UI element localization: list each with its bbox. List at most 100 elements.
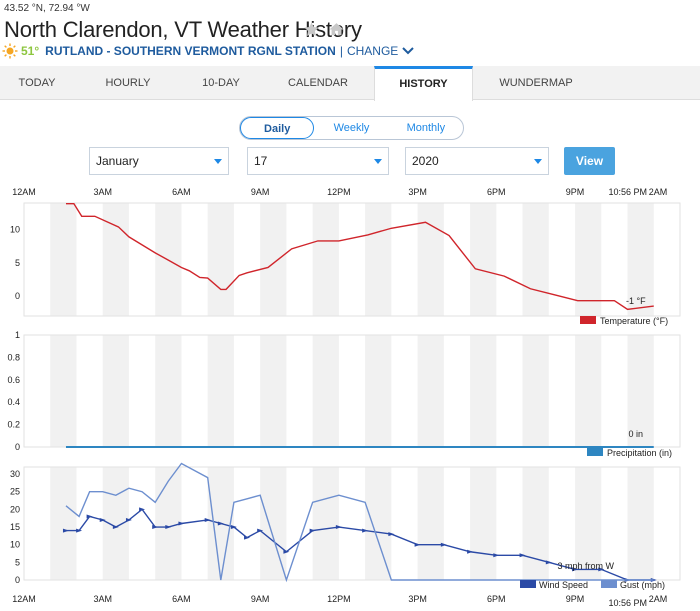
x-axis-bottom-label: 3AM	[93, 594, 112, 604]
y-axis-tick-label: 30	[10, 469, 20, 479]
chart-annotation: -1 °F	[626, 296, 646, 306]
x-axis-top-label: 12AM	[12, 187, 36, 197]
coordinates: 43.52 °N, 72.94 °W	[4, 3, 90, 14]
hour-band	[207, 203, 234, 316]
monthly-option[interactable]: Monthly	[406, 122, 446, 134]
month-caret-icon	[214, 159, 222, 164]
change-label: CHANGE	[346, 44, 399, 58]
page-title: North Clarendon, VT Weather History	[4, 17, 362, 42]
year-value: 2020	[412, 154, 439, 168]
y-axis-tick-label: 0	[15, 575, 20, 585]
wind-direction-marker	[309, 528, 316, 533]
chart-annotation: 3 mph from W	[557, 561, 614, 571]
wind-direction-marker	[86, 514, 93, 519]
weekly-option[interactable]: Weekly	[333, 122, 370, 134]
legend-label: Temperature (°F)	[600, 316, 668, 326]
tab-10-day[interactable]: 10-DAY	[202, 77, 240, 89]
x-axis-top-label: 9AM	[251, 187, 270, 197]
wind-direction-marker	[493, 553, 500, 558]
legend-swatch	[587, 448, 603, 456]
hour-band	[522, 335, 549, 447]
hour-band	[260, 335, 287, 447]
wind-direction-marker	[99, 517, 106, 522]
tab-wundermap[interactable]: WUNDERMAP	[499, 77, 573, 89]
year-caret-icon	[534, 159, 542, 164]
month-select[interactable]: January	[89, 147, 229, 175]
hour-band	[417, 203, 444, 316]
current-temperature: 51°	[21, 44, 40, 58]
x-axis-bottom-label: 2AM	[649, 594, 668, 604]
hour-band	[627, 203, 654, 316]
hour-band	[207, 335, 234, 447]
favorite-star-icon[interactable]	[303, 21, 320, 38]
hour-band	[365, 335, 392, 447]
hour-band	[575, 335, 602, 447]
tab-hourly[interactable]: HOURLY	[105, 77, 151, 89]
tab-calendar[interactable]: CALENDAR	[288, 77, 348, 89]
legend-label: Gust (mph)	[620, 580, 665, 590]
wind-direction-marker	[545, 560, 552, 565]
view-button[interactable]: View	[564, 147, 615, 175]
x-axis-top-label: 6AM	[172, 187, 191, 197]
x-axis-bottom-label: 9PM	[566, 594, 585, 604]
tab-today[interactable]: TODAY	[18, 77, 56, 89]
y-axis-tick-label: 5	[15, 557, 20, 567]
chevron-down-icon	[402, 47, 414, 55]
sun-icon	[2, 43, 18, 59]
hour-band	[155, 467, 182, 580]
hour-band	[50, 335, 77, 447]
wind-direction-marker	[362, 528, 369, 533]
change-station-link[interactable]: CHANGE	[347, 44, 414, 58]
wind-direction-marker	[125, 517, 132, 522]
hour-band	[575, 467, 602, 580]
legend-swatch	[601, 580, 617, 588]
day-value: 17	[254, 154, 268, 168]
hour-band	[365, 467, 392, 580]
wind-direction-marker	[76, 528, 83, 533]
day-caret-icon	[374, 159, 382, 164]
current-time-bottom-label: 10:56 PM	[608, 598, 647, 608]
wind-direction-marker	[217, 521, 224, 526]
hour-band	[312, 203, 339, 316]
x-axis-bottom-label: 6PM	[487, 594, 506, 604]
y-axis-tick-label: 0.6	[7, 375, 20, 385]
year-select[interactable]: 2020	[405, 147, 549, 175]
tab-history[interactable]: HISTORY	[374, 66, 473, 101]
hour-band	[365, 203, 392, 316]
hour-band	[312, 467, 339, 580]
hour-band	[417, 467, 444, 580]
period-toggle: Daily Weekly Monthly	[239, 116, 464, 140]
x-axis-bottom-label: 9AM	[251, 594, 270, 604]
wind-direction-marker	[414, 542, 421, 547]
wind-direction-marker	[335, 525, 342, 530]
wind-direction-marker	[165, 525, 172, 530]
hour-band	[260, 467, 287, 580]
x-axis-top-label: 6PM	[487, 187, 506, 197]
day-select[interactable]: 17	[247, 147, 389, 175]
panel-frame	[23, 466, 681, 581]
y-axis-tick-label: 15	[10, 522, 20, 532]
home-icon[interactable]	[328, 21, 345, 38]
daily-option[interactable]: Daily	[240, 117, 315, 139]
hour-band	[470, 467, 497, 580]
wind-direction-marker	[572, 567, 579, 572]
hour-band	[417, 335, 444, 447]
separator: |	[339, 44, 343, 58]
legend-label: Wind Speed	[539, 580, 588, 590]
wind-direction-marker	[598, 567, 605, 572]
y-axis-tick-label: 5	[15, 258, 20, 268]
wind-direction-marker	[440, 542, 447, 547]
legend-swatch	[580, 316, 596, 324]
series-line-temperature-f-	[65, 202, 654, 311]
wind-direction-marker	[257, 528, 264, 533]
current-time-top-label: 10:56 PM	[608, 187, 647, 197]
month-value: January	[96, 154, 139, 168]
hour-band	[312, 335, 339, 447]
chart-annotation: 0 in	[628, 429, 643, 439]
hour-band	[627, 335, 654, 447]
wind-direction-marker	[283, 549, 290, 554]
station-name[interactable]: RUTLAND - SOUTHERN VERMONT RGNL STATION	[45, 44, 336, 58]
y-axis-tick-label: 20	[10, 504, 20, 514]
wind-direction-marker	[244, 535, 251, 540]
